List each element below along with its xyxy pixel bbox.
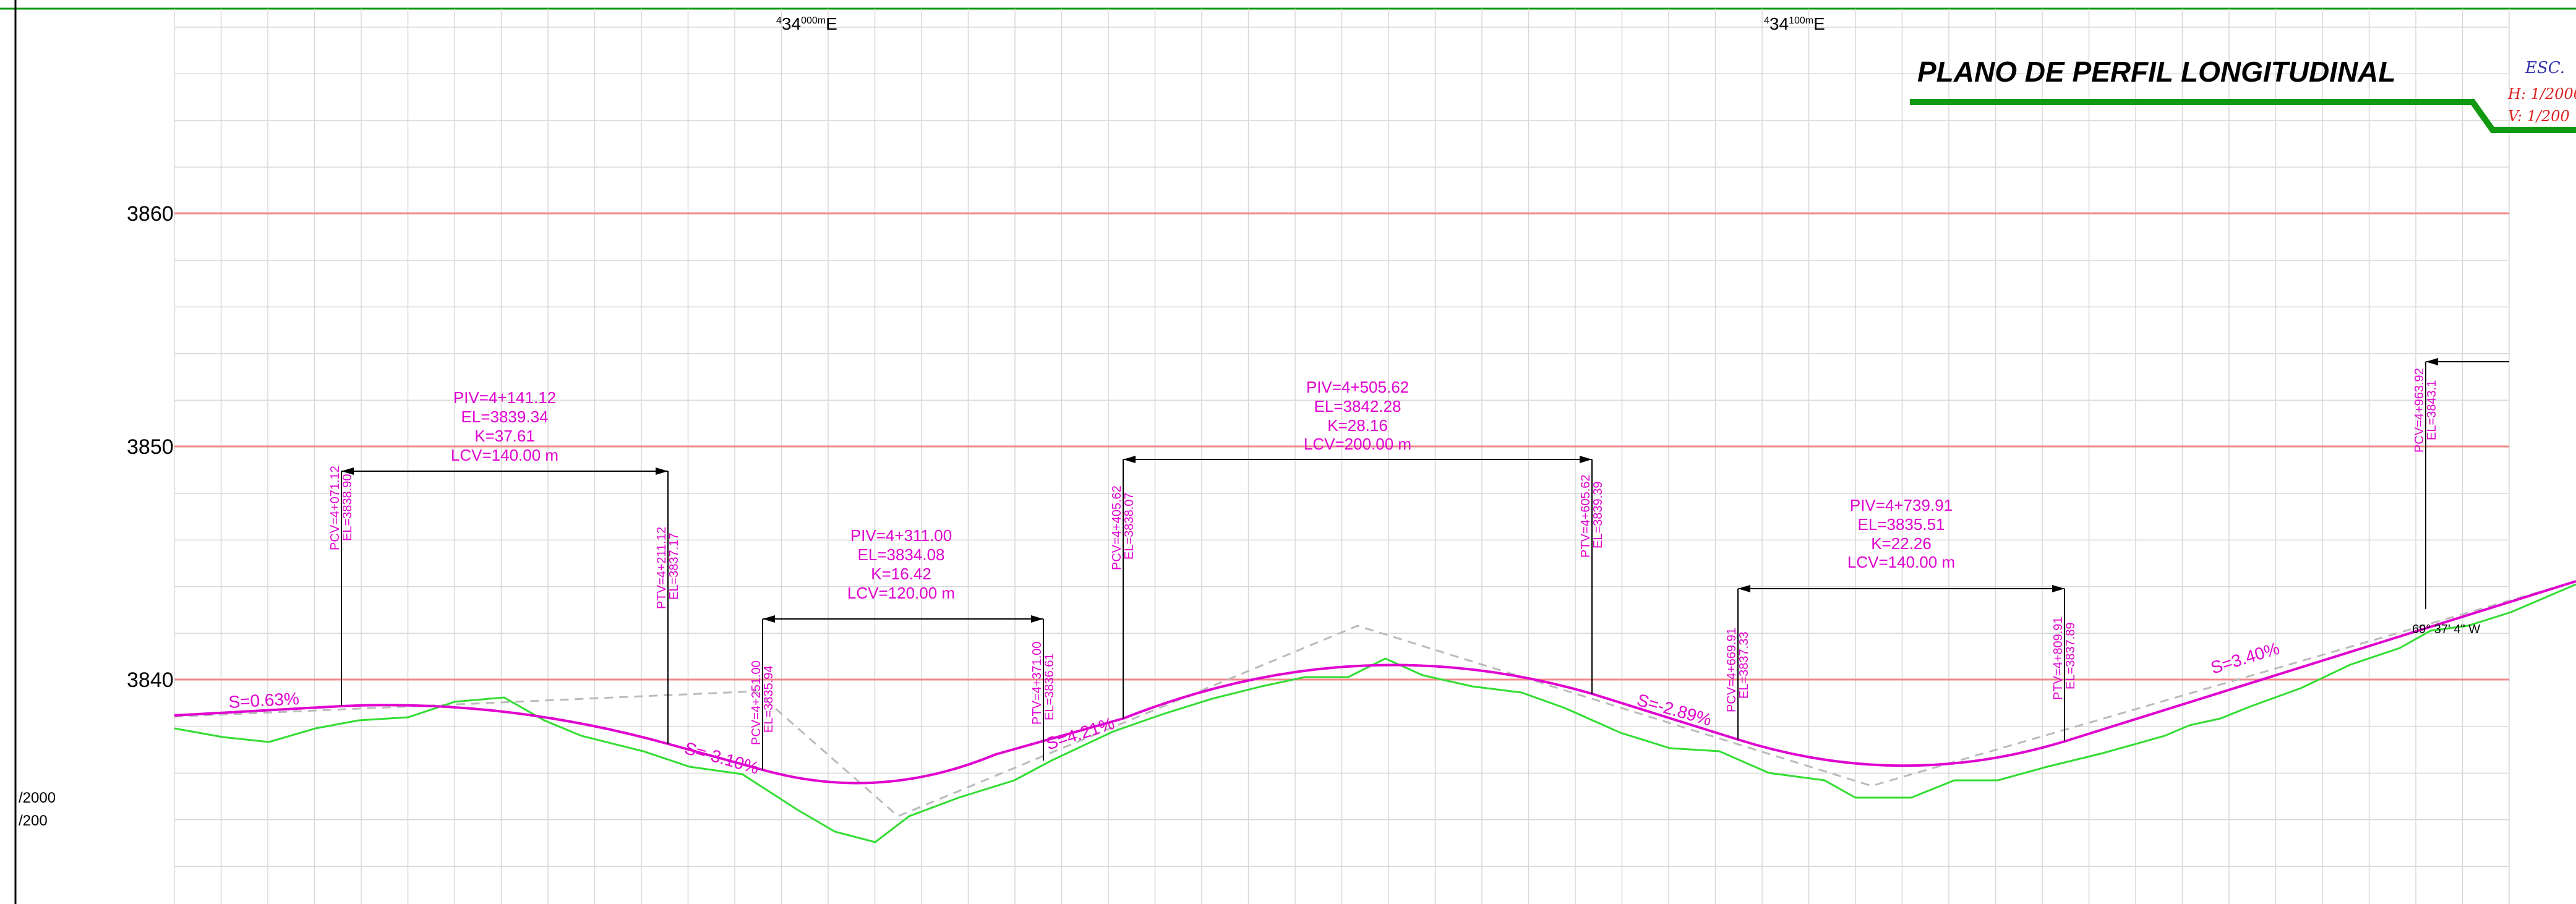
curve-4-ptv: PTV=4+809.91 (2052, 616, 2065, 700)
curve-1-pcv: PCV=4+071.12 (328, 466, 342, 550)
vertical-curve-1: PIV=4+141.12 EL=3839.34 K=37.61 LCV=140.… (328, 388, 681, 744)
arrowhead-left (763, 615, 775, 623)
curve-3-lcv: LCV=200.00 m (1304, 435, 1411, 453)
curve-4-pcv: PCV=4+669.91 (1725, 628, 1739, 712)
curve-2-ptv-el: EL=3836.61 (1043, 654, 1056, 720)
curve-4-el: EL=3835.51 (1858, 515, 1945, 534)
arrowhead-right (2052, 585, 2065, 592)
curve-3-pcv-el: EL=3838.07 (1123, 493, 1136, 560)
easting-label-434100: 434100mE (1764, 14, 1825, 33)
elevation-label-3840: 3840 (127, 668, 174, 692)
design-profile-line (174, 580, 2576, 785)
arrowhead-left (1123, 456, 1136, 463)
curve-3-pcv: PCV=4+405.62 (1110, 485, 1124, 570)
grade-tangent-line (174, 580, 2576, 817)
curve-3-k: K=28.16 (1327, 416, 1388, 435)
curve-1-pcv-el: EL=3838.90 (341, 474, 354, 541)
arrowhead-left (1738, 585, 1750, 592)
curve-1-piv: PIV=4+141.12 (453, 388, 556, 407)
left-scale-v: /200 (19, 812, 48, 829)
curve-2-pcv-el: EL=3835.94 (762, 666, 776, 733)
curve-4-ptv-el: EL=3837.89 (2064, 623, 2077, 689)
grid (174, 9, 2510, 904)
curve-2-pcv: PCV=4+251.00 (750, 660, 763, 745)
arrowhead-right (656, 467, 668, 475)
arrowhead-right (1580, 456, 1592, 463)
terrain-line (174, 583, 2576, 843)
title-underline (1910, 99, 2576, 133)
curve-2-k: K=16.42 (871, 565, 931, 583)
curve-2-el: EL=3834.08 (858, 545, 945, 564)
elevation-label-3850: 3850 (127, 435, 174, 459)
slope-label-4: S=-2.89% (1635, 690, 1714, 730)
curve-4-k: K=22.26 (1871, 534, 1932, 553)
curve-1-el: EL=3839.34 (461, 407, 549, 426)
vertical-curve-4: PIV=4+739.91 EL=3835.51 K=22.26 LCV=140.… (1725, 496, 2077, 741)
curve-3-el: EL=3842.28 (1314, 397, 1401, 416)
curve-3-piv: PIV=4+505.62 (1306, 378, 1409, 396)
drawing-title: PLANO DE PERFIL LONGITUDINAL (1917, 56, 2396, 88)
vertical-curve-2: PIV=4+311.00 EL=3834.08 K=16.42 LCV=120.… (750, 526, 1056, 770)
curve-3-ptv: PTV=4+605.62 (1579, 474, 1593, 558)
elevation-label-3860: 3860 (127, 202, 174, 226)
scale-horizontal: H: 1/2000 (2507, 85, 2576, 103)
curve-2-ptv: PTV=4+371.00 (1030, 641, 1044, 725)
curve-3-ptv-el: EL=3839.39 (1591, 482, 1605, 548)
curve-1-ptv-el: EL=3837.17 (667, 533, 681, 600)
slope-label-1: S=0.63% (228, 689, 300, 712)
slope-label-5: S=3.40% (2209, 639, 2282, 678)
arrowhead-left (2426, 358, 2438, 365)
elevation-reference-lines (174, 212, 2509, 681)
curve-2-piv: PIV=4+311.00 (850, 526, 952, 545)
extra-station-text: PCV=4+963.92 (2413, 368, 2426, 453)
curve-1-lcv: LCV=140.00 m (451, 446, 558, 464)
easting-label-434000: 434000mE (776, 14, 837, 33)
curve-2-lcv: LCV=120.00 m (847, 584, 955, 602)
extra-station: PCV=4+963.92 EL=3843.1 (2413, 358, 2509, 609)
curve-4-piv: PIV=4+739.91 (1850, 496, 1953, 514)
vertical-curve-3: PIV=4+505.62 EL=3842.28 K=28.16 LCV=200.… (1110, 378, 1605, 719)
arrowhead-left (341, 467, 354, 475)
left-scale-h: /2000 (19, 790, 56, 806)
curve-1-ptv: PTV=4+211.12 (655, 527, 669, 609)
curve-4-lcv: LCV=140.00 m (1847, 553, 1955, 571)
curve-1-k: K=37.61 (474, 427, 535, 445)
curve-4-pcv-el: EL=3837.33 (1737, 632, 1751, 699)
scale-esc-label: ESC. (2525, 59, 2565, 77)
arrowhead-right (1031, 615, 1043, 623)
coordinate-note: 69° 37' 4" W (2412, 623, 2480, 636)
scale-vertical: V: 1/200 (2508, 108, 2570, 125)
extra-station-el: EL=3843.1 (2425, 380, 2439, 440)
